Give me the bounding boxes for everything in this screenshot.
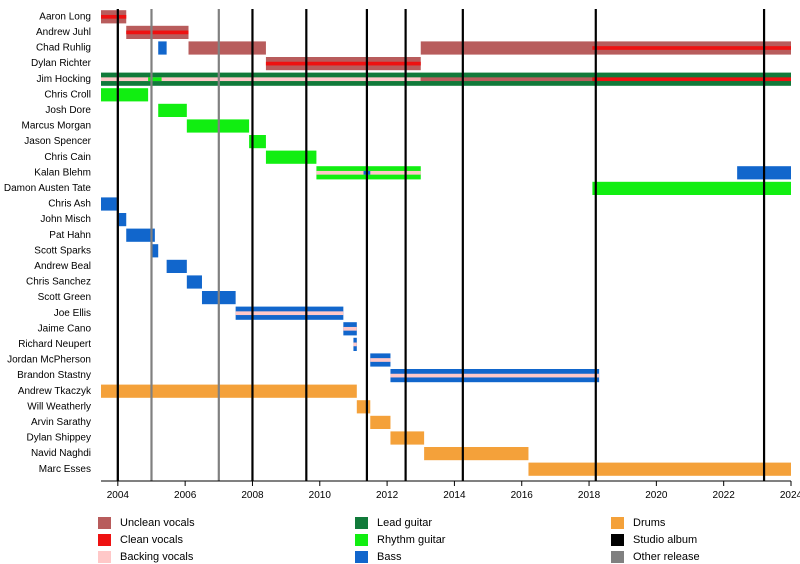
member-label-marcus-morgan: Marcus Morgan xyxy=(22,121,91,132)
bar-jim-hocking-backing xyxy=(101,77,421,82)
member-label-chris-sanchez: Chris Sanchez xyxy=(26,277,91,288)
bar-chad-ruhlig-bass xyxy=(158,41,167,55)
member-label-kalan-blehm: Kalan Blehm xyxy=(34,167,91,178)
member-label-navid-naghdi: Navid Naghdi xyxy=(31,448,91,459)
bar-chad-ruhlig-clean xyxy=(592,46,791,50)
bar-dylan-shippey-drums xyxy=(390,431,425,445)
member-label-scott-sparks: Scott Sparks xyxy=(34,245,91,256)
legend-swatch-bass xyxy=(355,551,368,563)
legend-label-drums: Drums xyxy=(633,517,666,529)
x-tick-label-2018: 2018 xyxy=(578,490,601,501)
member-label-pat-hahn: Pat Hahn xyxy=(49,230,91,241)
bar-pat-hahn-bass xyxy=(126,228,155,242)
member-label-jordan-mcpherson: Jordan McPherson xyxy=(7,355,91,366)
legend-swatch-rhythm xyxy=(355,534,368,546)
member-label-dylan-richter: Dylan Richter xyxy=(31,58,92,69)
x-tick-label-2012: 2012 xyxy=(376,490,399,501)
member-labels: Aaron Long Andrew Juhl Chad Ruhlig Dylan Ri… xyxy=(4,11,92,474)
member-label-andrew-juhl: Andrew Juhl xyxy=(36,27,91,38)
x-tick-label-2016: 2016 xyxy=(511,490,534,501)
bar-marc-esses-drums xyxy=(528,462,791,476)
bar-jordan-mcpherson-backing xyxy=(370,358,391,362)
bar-jim-hocking-clean xyxy=(592,77,791,82)
bar-arvin-sarathy-drums xyxy=(370,415,391,429)
x-tick-label-2006: 2006 xyxy=(174,490,197,501)
member-label-scott-green: Scott Green xyxy=(38,292,91,303)
x-axis: 2004 2006 2008 2010 2012 2014 2016 2018 2020 2022… xyxy=(101,480,800,501)
x-tick-label-2010: 2010 xyxy=(309,490,332,501)
member-label-chris-cain: Chris Cain xyxy=(44,152,91,163)
legend-label-rhythm: Rhythm guitar xyxy=(377,534,446,546)
member-label-john-misch: John Misch xyxy=(40,214,91,225)
member-label-dylan-shippey: Dylan Shippey xyxy=(27,433,91,444)
legend-label-other: Other release xyxy=(633,551,700,563)
bar-andrew-beal-bass xyxy=(166,259,187,273)
member-label-brandon-stastny: Brandon Stastny xyxy=(17,370,91,381)
member-label-will-weatherly: Will Weatherly xyxy=(27,401,91,412)
x-tick-label-2020: 2020 xyxy=(645,490,668,501)
legend-swatch-studio xyxy=(611,534,624,546)
legend: Unclean vocals Clean vocals Backing vocals… xyxy=(98,517,700,563)
member-label-joe-ellis: Joe Ellis xyxy=(54,308,91,319)
member-bars xyxy=(101,10,791,476)
bar-scott-sparks-bass xyxy=(151,244,159,258)
x-tick-label-2024: 2024 xyxy=(780,490,800,501)
bar-aaron-long-clean xyxy=(101,14,127,19)
member-label-josh-dore: Josh Dore xyxy=(45,105,91,116)
bar-navid-naghdi-drums xyxy=(424,447,529,461)
x-tick-label-2008: 2008 xyxy=(241,490,264,501)
legend-label-bass: Bass xyxy=(377,551,402,563)
bar-chris-ash-bass xyxy=(101,197,118,211)
legend-swatch-other xyxy=(611,551,624,563)
bar-jim-hocking-unclean xyxy=(420,77,593,82)
legend-label-backing: Backing vocals xyxy=(120,551,194,563)
bar-chad-ruhlig-unclean xyxy=(188,41,266,55)
x-tick-label-2014: 2014 xyxy=(443,490,466,501)
bar-dylan-richter-clean xyxy=(265,61,421,66)
legend-swatch-backing xyxy=(98,551,111,563)
member-label-arvin-sarathy: Arvin Sarathy xyxy=(31,417,91,428)
member-label-andrew-tkaczyk: Andrew Tkaczyk xyxy=(18,386,92,397)
legend-label-lead: Lead guitar xyxy=(377,517,432,529)
bar-josh-dore-rhythm xyxy=(158,103,187,117)
legend-label-clean: Clean vocals xyxy=(120,534,183,546)
member-label-aaron-long: Aaron Long xyxy=(39,11,91,22)
member-label-chris-ash: Chris Ash xyxy=(48,199,91,210)
member-label-jim-hocking: Jim Hocking xyxy=(37,74,91,85)
legend-swatch-lead xyxy=(355,517,368,529)
legend-swatch-drums xyxy=(611,517,624,529)
member-label-jason-spencer: Jason Spencer xyxy=(24,136,91,147)
bar-chris-croll-rhythm xyxy=(101,88,149,102)
member-label-marc-esses: Marc Esses xyxy=(39,464,91,475)
member-label-damon-austen-tate: Damon Austen Tate xyxy=(4,183,92,194)
bar-andrew-tkaczyk-drums xyxy=(101,384,357,398)
bar-chris-cain-rhythm xyxy=(265,150,317,164)
bar-john-misch-bass xyxy=(117,213,127,227)
legend-swatch-clean xyxy=(98,534,111,546)
member-label-andrew-beal: Andrew Beal xyxy=(34,261,91,272)
legend-swatch-unclean xyxy=(98,517,111,529)
bar-jim-hocking-rhythm xyxy=(148,77,162,82)
bar-brandon-stastny-backing xyxy=(390,373,600,378)
legend-label-studio: Studio album xyxy=(633,534,697,546)
bar-joe-ellis-backing xyxy=(235,311,344,316)
bar-jaime-cano-backing xyxy=(343,326,357,331)
member-label-richard-neupert: Richard Neupert xyxy=(18,339,91,350)
x-tick-label-2004: 2004 xyxy=(107,490,130,501)
member-label-jaime-cano: Jaime Cano xyxy=(38,323,92,334)
bar-richard-neupert-backing xyxy=(353,342,357,347)
bar-damon-austen-tate-rhythm xyxy=(592,181,791,195)
bar-chris-sanchez-bass xyxy=(186,275,202,289)
bar-will-weatherly-drums xyxy=(356,400,371,414)
legend-label-unclean: Unclean vocals xyxy=(120,517,195,529)
bar-andrew-juhl-clean xyxy=(126,30,189,35)
member-label-chad-ruhlig: Chad Ruhlig xyxy=(36,43,91,54)
release-lines xyxy=(116,9,766,481)
x-tick-label-2022: 2022 xyxy=(713,490,736,501)
member-label-chris-croll: Chris Croll xyxy=(44,89,91,100)
